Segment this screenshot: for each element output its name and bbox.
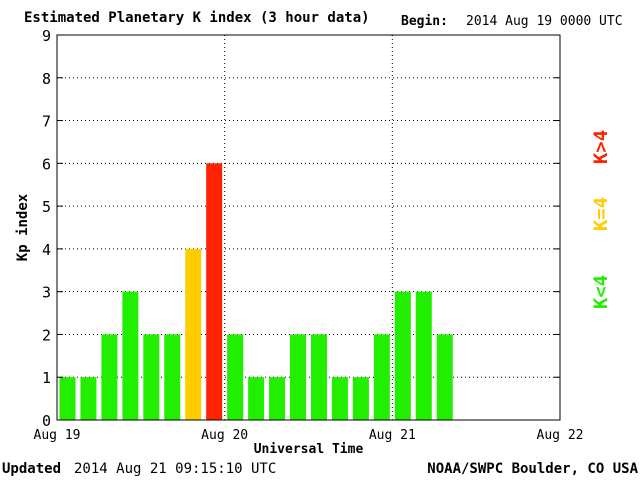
kp-bar bbox=[59, 377, 76, 420]
kp-bar bbox=[101, 334, 118, 420]
updated-value: 2014 Aug 21 09:15:10 UTC bbox=[74, 461, 277, 477]
kp-bar bbox=[352, 377, 369, 420]
y-tick-label: 3 bbox=[42, 284, 51, 302]
kp-bar bbox=[122, 291, 139, 420]
kp-bar bbox=[80, 377, 97, 420]
kp-bar bbox=[206, 163, 223, 421]
kp-bar bbox=[394, 291, 411, 420]
kp-bar bbox=[248, 377, 265, 420]
credit-text: NOAA/SWPC Boulder, CO USA bbox=[427, 461, 638, 477]
y-axis-label: Kp index bbox=[15, 193, 31, 261]
kp-bar bbox=[290, 334, 307, 420]
y-tick-label: 6 bbox=[42, 155, 51, 173]
kp-bar bbox=[227, 334, 244, 420]
chart-title: Estimated Planetary K index (3 hour data… bbox=[24, 10, 370, 26]
y-tick-label: 4 bbox=[42, 241, 51, 259]
kp-bar bbox=[436, 334, 453, 420]
plot-frame bbox=[56, 34, 561, 421]
legend-low: K<4 bbox=[590, 275, 612, 309]
y-tick-label: 5 bbox=[42, 198, 51, 216]
kp-bar bbox=[269, 377, 286, 420]
x-tick-label: Aug 22 bbox=[537, 428, 584, 443]
kp-bar bbox=[143, 334, 160, 420]
x-tick-label: Aug 21 bbox=[369, 428, 416, 443]
kp-bar bbox=[331, 377, 348, 420]
kp-bar bbox=[164, 334, 181, 420]
updated-label: Updated bbox=[2, 461, 62, 477]
kp-bar bbox=[185, 248, 202, 420]
y-tick-label: 8 bbox=[42, 70, 51, 88]
y-tick-label: 9 bbox=[42, 27, 51, 45]
y-tick-label: 2 bbox=[42, 326, 51, 344]
y-tick-label: 7 bbox=[42, 113, 51, 131]
kp-bar bbox=[373, 334, 390, 420]
kp-bar bbox=[415, 291, 432, 420]
y-tick-label: 0 bbox=[42, 412, 51, 430]
x-tick-label: Aug 19 bbox=[34, 428, 81, 443]
x-tick-label: Aug 20 bbox=[201, 428, 248, 443]
x-axis-label: Universal Time bbox=[254, 442, 364, 457]
kp-bar bbox=[310, 334, 327, 420]
begin-label: Begin: bbox=[401, 14, 448, 29]
legend-high: K>4 bbox=[590, 130, 612, 164]
begin-value: 2014 Aug 19 0000 UTC bbox=[466, 14, 623, 29]
y-tick-label: 1 bbox=[42, 369, 51, 387]
legend-mid: K=4 bbox=[590, 197, 612, 231]
